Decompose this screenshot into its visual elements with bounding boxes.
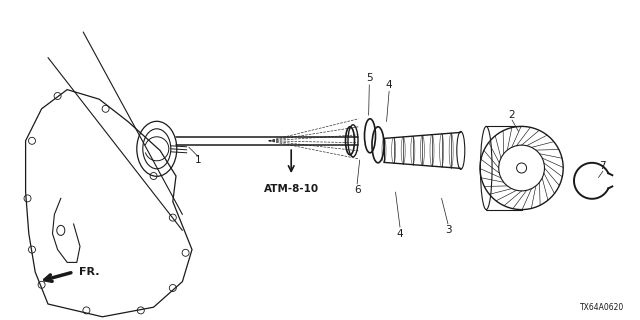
Text: 1: 1 — [195, 155, 202, 165]
Text: 3: 3 — [445, 225, 451, 236]
Text: 7: 7 — [600, 161, 606, 172]
Text: 5: 5 — [366, 73, 372, 84]
Text: 4: 4 — [386, 80, 392, 90]
Text: 2: 2 — [509, 110, 515, 120]
Text: 4: 4 — [397, 228, 403, 239]
Text: TX64A0620: TX64A0620 — [580, 303, 624, 312]
Text: 6: 6 — [354, 185, 360, 196]
Text: ATM-8-10: ATM-8-10 — [264, 184, 319, 194]
Text: FR.: FR. — [79, 267, 99, 277]
